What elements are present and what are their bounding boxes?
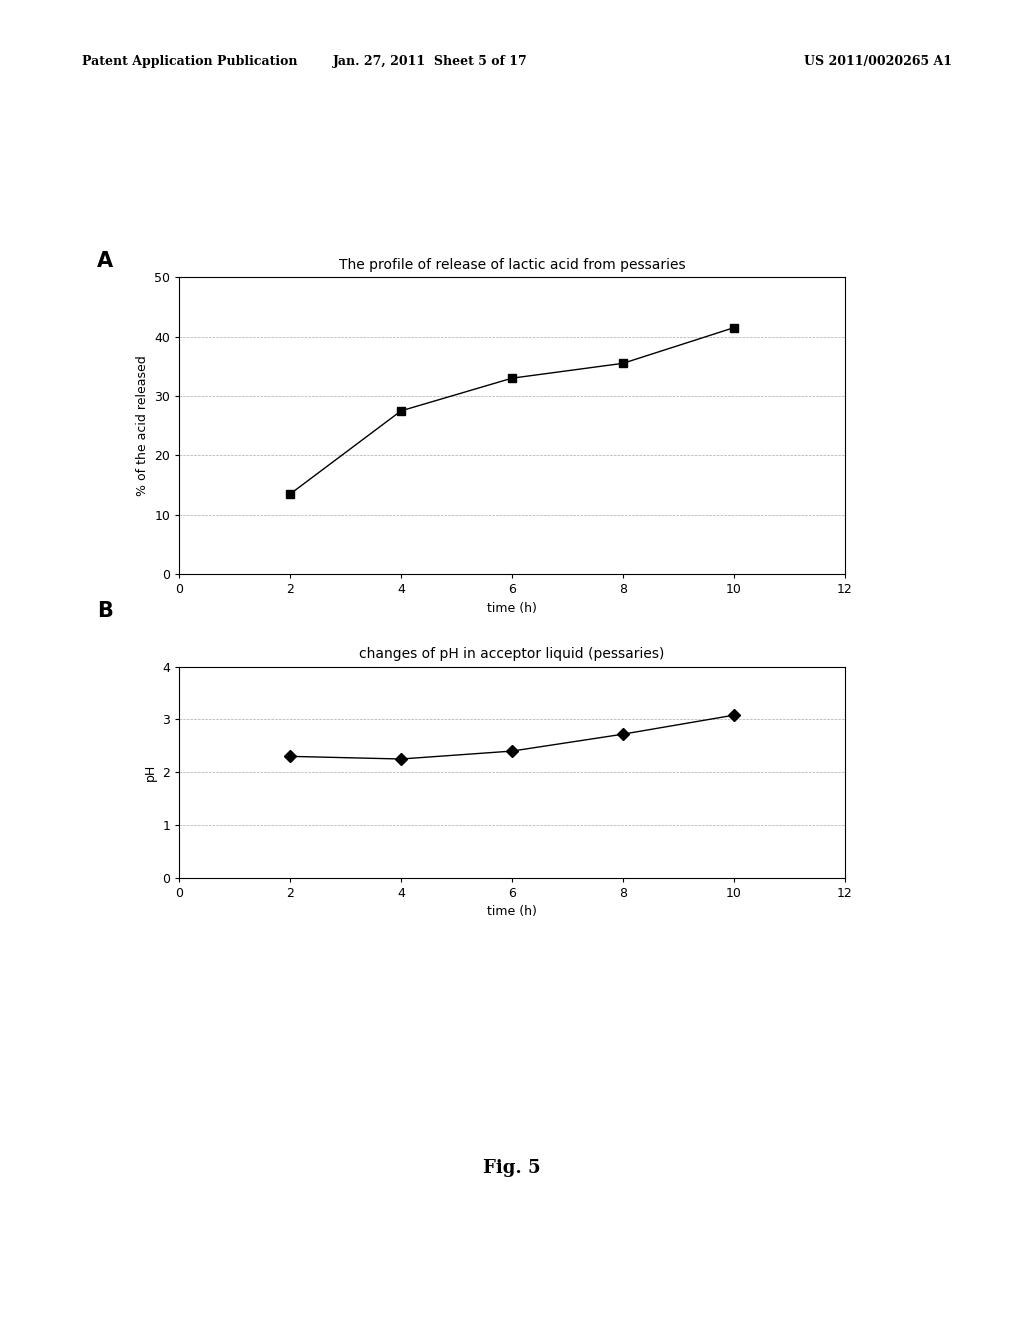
- X-axis label: time (h): time (h): [487, 906, 537, 919]
- Title: changes of pH in acceptor liquid (pessaries): changes of pH in acceptor liquid (pessar…: [359, 647, 665, 661]
- Title: The profile of release of lactic acid from pessaries: The profile of release of lactic acid fr…: [339, 257, 685, 272]
- Text: B: B: [97, 601, 114, 620]
- Text: Fig. 5: Fig. 5: [483, 1159, 541, 1177]
- Text: US 2011/0020265 A1: US 2011/0020265 A1: [804, 55, 952, 69]
- X-axis label: time (h): time (h): [487, 602, 537, 615]
- Y-axis label: % of the acid released: % of the acid released: [135, 355, 148, 496]
- Text: Patent Application Publication: Patent Application Publication: [82, 55, 297, 69]
- Text: A: A: [97, 251, 114, 271]
- Y-axis label: pH: pH: [143, 763, 157, 781]
- Text: Jan. 27, 2011  Sheet 5 of 17: Jan. 27, 2011 Sheet 5 of 17: [333, 55, 527, 69]
